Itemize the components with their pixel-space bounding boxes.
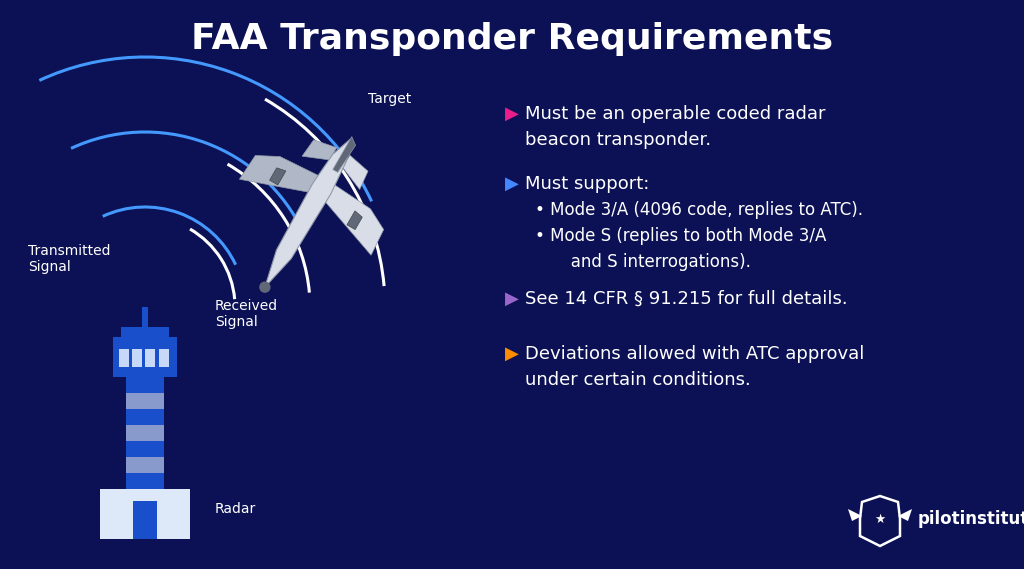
Polygon shape <box>343 155 368 189</box>
Text: pilotinstitute: pilotinstitute <box>918 510 1024 528</box>
Polygon shape <box>333 137 355 172</box>
Text: ▶: ▶ <box>505 175 519 193</box>
Text: ▶: ▶ <box>505 290 519 308</box>
Text: Must support:: Must support: <box>525 175 649 193</box>
Text: ▶: ▶ <box>505 105 519 123</box>
Text: ★: ★ <box>874 513 886 526</box>
Text: Received
Signal: Received Signal <box>215 299 279 329</box>
Text: Must be an operable coded radar: Must be an operable coded radar <box>525 105 825 123</box>
Polygon shape <box>302 140 337 160</box>
Text: Radar: Radar <box>215 502 256 516</box>
Polygon shape <box>848 509 862 521</box>
Polygon shape <box>265 139 350 287</box>
Polygon shape <box>269 168 286 185</box>
Bar <box>126 393 164 409</box>
Polygon shape <box>325 184 384 255</box>
Bar <box>145 349 155 367</box>
Bar <box>126 473 164 489</box>
Bar <box>121 327 169 337</box>
Text: and S interrogations).: and S interrogations). <box>555 253 751 271</box>
Circle shape <box>259 282 270 293</box>
Polygon shape <box>240 155 319 192</box>
Polygon shape <box>347 211 362 229</box>
Bar <box>119 349 129 367</box>
Bar <box>100 489 190 539</box>
Text: ▶: ▶ <box>505 345 519 363</box>
Text: under certain conditions.: under certain conditions. <box>525 371 751 389</box>
Polygon shape <box>898 509 912 521</box>
Bar <box>126 425 164 441</box>
Bar <box>133 501 157 539</box>
Bar <box>142 307 148 327</box>
Bar <box>132 349 142 367</box>
Text: beacon transponder.: beacon transponder. <box>525 131 711 149</box>
Text: See 14 CFR § 91.215 for full details.: See 14 CFR § 91.215 for full details. <box>525 290 848 308</box>
Bar <box>126 457 164 473</box>
Text: Transmitted
Signal: Transmitted Signal <box>28 244 111 274</box>
Text: FAA Transponder Requirements: FAA Transponder Requirements <box>190 22 834 56</box>
Bar <box>113 337 177 377</box>
Text: Deviations allowed with ATC approval: Deviations allowed with ATC approval <box>525 345 864 363</box>
Bar <box>126 377 164 393</box>
Bar <box>159 349 169 367</box>
Bar <box>126 441 164 457</box>
Text: Target: Target <box>369 92 412 106</box>
Bar <box>126 409 164 425</box>
Text: • Mode 3/A (4096 code, replies to ATC).: • Mode 3/A (4096 code, replies to ATC). <box>535 201 863 219</box>
Text: • Mode S (replies to both Mode 3/A: • Mode S (replies to both Mode 3/A <box>535 227 826 245</box>
